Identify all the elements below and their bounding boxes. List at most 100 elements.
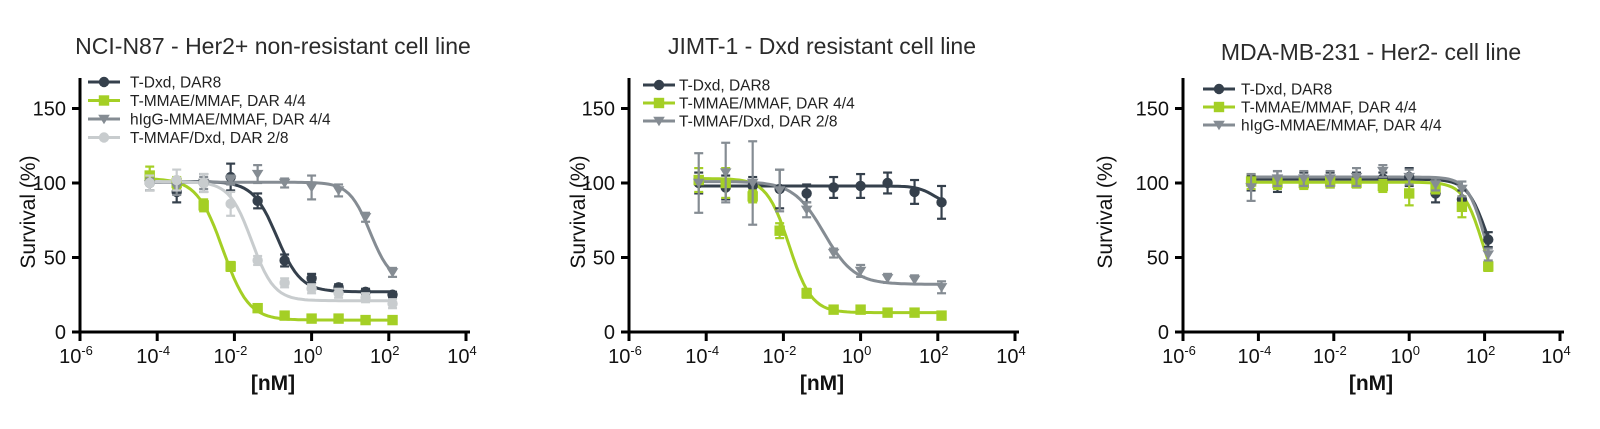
legend-label: T-MMAE/MMAF, DAR 4/4 — [679, 96, 855, 113]
legend-label: T-Dxd, DAR8 — [1241, 82, 1332, 99]
data-point-marker — [198, 177, 209, 189]
data-point-marker — [746, 178, 759, 189]
data-point-marker — [1429, 180, 1442, 190]
data-point-marker — [387, 289, 398, 300]
data-point-marker — [360, 292, 371, 303]
y-tick-label: 50 — [593, 248, 615, 270]
data-point-marker — [801, 288, 812, 299]
data-point-marker — [387, 314, 398, 326]
data-point-marker — [1297, 174, 1310, 184]
data-point-marker — [252, 255, 263, 266]
data-point-marker — [306, 283, 317, 294]
x-tick-label: 104 — [447, 343, 476, 368]
data-point-marker — [1271, 174, 1284, 184]
data-point-marker — [801, 188, 812, 199]
data-point-marker — [935, 283, 948, 293]
data-point-marker — [306, 273, 317, 284]
data-point-marker — [144, 177, 155, 189]
chart-panel-mda-mb-231: 0 50 100 150 10-6 10-4 10-2 100 102 104 T-Dxd, DAR… — [1066, 0, 1600, 429]
legend-marker-circle — [98, 132, 110, 143]
data-point-marker — [251, 169, 264, 180]
legend-marker-square — [653, 97, 665, 109]
data-point-marker — [252, 195, 263, 207]
data-point-marker — [882, 307, 893, 318]
dose-response-chart-jimt-1: 0 50 100 150 10-6 10-4 10-2 100 102 104 T-Dxd, DAR… — [582, 78, 1026, 369]
x-tick-label: 10-6 — [608, 343, 642, 368]
data-point-marker — [936, 310, 947, 321]
x-tick-label: 102 — [1466, 343, 1495, 368]
x-tick-label: 10-6 — [1162, 343, 1196, 368]
legend-item: T-MMAF/Dxd, DAR 2/8 — [643, 114, 837, 131]
dose-response-curve — [1249, 175, 1490, 253]
data-point-marker — [936, 197, 947, 208]
legend-marker-triangle-down — [98, 114, 110, 125]
data-point-marker — [1324, 174, 1336, 184]
data-point-marker — [198, 200, 209, 211]
data-point-marker — [1483, 261, 1494, 272]
y-tick-label: 150 — [1136, 99, 1169, 121]
x-tick-label: 104 — [996, 343, 1025, 368]
data-point-marker — [1456, 184, 1468, 195]
dose-response-curve — [697, 184, 943, 202]
data-point-marker — [333, 313, 344, 324]
dose-response-curve — [697, 177, 943, 315]
data-point-marker — [359, 213, 372, 223]
data-point-marker — [1483, 234, 1494, 245]
data-point-marker — [909, 186, 920, 198]
x-tick-label: 104 — [1541, 343, 1570, 368]
data-point-marker — [279, 255, 290, 266]
dose-response-chart-nci-n87: 0 50 100 150 10-6 10-4 10-2 100 102 104 T-Dxd, DAR… — [33, 75, 477, 369]
x-tick-label: 100 — [1390, 343, 1419, 368]
y-tick-label: 100 — [1136, 173, 1169, 195]
dose-response-chart-mda-mb-231: 0 50 100 150 10-6 10-4 10-2 100 102 104 T-Dxd, DAR… — [1136, 78, 1571, 368]
legend-label: hIgG-MMAE/MMAF, DAR 4/4 — [1241, 118, 1442, 135]
data-point-marker — [1377, 166, 1389, 177]
x-axis-label: [nM] — [1348, 372, 1394, 395]
data-point-marker — [278, 178, 291, 189]
data-point-marker — [332, 186, 345, 196]
data-point-marker — [800, 205, 813, 216]
data-point-marker — [252, 302, 263, 314]
data-point-marker — [171, 174, 182, 186]
x-tick-label: 100 — [842, 343, 871, 368]
data-point-marker — [719, 168, 732, 178]
data-point-marker — [827, 248, 840, 259]
legend-marker-triangle-down — [653, 116, 665, 127]
legend-label: T-Dxd, DAR8 — [130, 75, 221, 92]
y-tick-label: 0 — [1158, 322, 1169, 344]
data-point-marker — [333, 288, 344, 299]
legend-label: hIgG-MMAE/MMAF, DAR 4/4 — [130, 112, 331, 129]
legend-item: T-Dxd, DAR8 — [1203, 82, 1332, 99]
x-tick-label: 10-2 — [1313, 343, 1347, 368]
data-point-marker — [773, 186, 786, 196]
x-tick-label: 10-2 — [213, 343, 247, 368]
data-point-marker — [279, 277, 290, 289]
data-point-marker — [305, 183, 318, 193]
y-tick-label: 150 — [582, 99, 615, 121]
data-point-marker — [1456, 201, 1468, 213]
x-tick-label: 10-4 — [1237, 343, 1271, 368]
legend-label: T-MMAF/Dxd, DAR 2/8 — [679, 114, 837, 131]
data-point-marker — [360, 314, 371, 326]
y-tick-label: 0 — [55, 322, 66, 344]
y-axis-label: Survival (%) — [567, 155, 590, 269]
data-point-marker — [1245, 183, 1257, 193]
x-axis-label: [nM] — [250, 372, 296, 395]
data-point-marker — [774, 225, 785, 236]
dose-response-curve — [1249, 180, 1490, 263]
chart-title: JIMT-1 - Dxd resistant cell line — [667, 33, 977, 60]
x-tick-label: 102 — [370, 343, 399, 368]
x-tick-label: 102 — [919, 343, 948, 368]
x-tick-label: 10-6 — [59, 343, 93, 368]
legend-item: hIgG-MMAE/MMAF, DAR 4/4 — [1203, 118, 1442, 135]
legend-item: T-Dxd, DAR8 — [643, 78, 770, 95]
data-point-marker — [306, 313, 317, 324]
chart-title: MDA-MB-231 - Her2- cell line — [1220, 39, 1522, 66]
data-point-marker — [828, 304, 839, 315]
y-tick-label: 100 — [582, 173, 615, 195]
x-tick-label: 100 — [293, 343, 322, 368]
legend-label: T-Dxd, DAR8 — [679, 78, 770, 95]
dose-response-curve — [697, 180, 943, 286]
legend-item: T-MMAE/MMAF, DAR 4/4 — [1203, 100, 1417, 117]
